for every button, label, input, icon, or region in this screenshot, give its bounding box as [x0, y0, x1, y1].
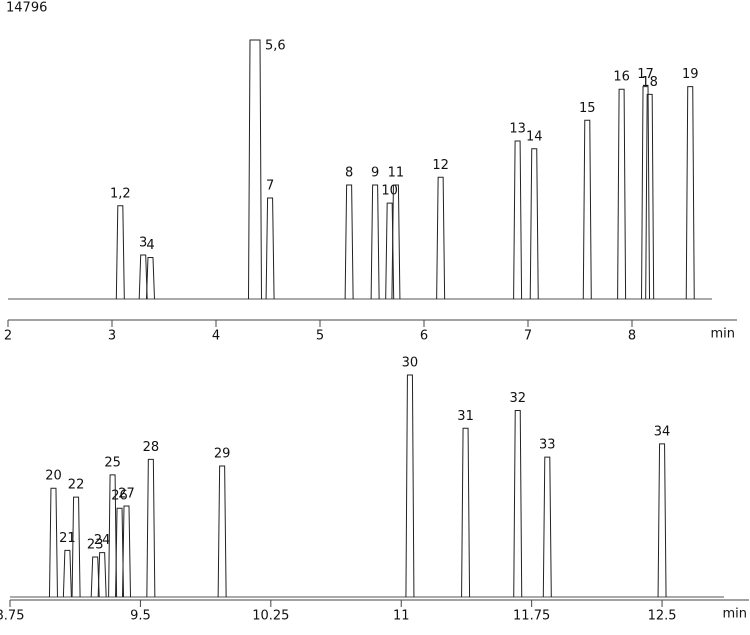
peak: [436, 176, 446, 300]
peak-label: 16: [613, 70, 630, 85]
peak: [370, 184, 380, 300]
peak-label: 27: [118, 486, 135, 501]
peak: [391, 184, 401, 300]
sample-id: 14796: [6, 1, 47, 16]
peak-label: 15: [579, 101, 596, 116]
peak-label: 12: [432, 158, 449, 173]
peak: [265, 197, 275, 300]
x-tick-label: 8: [628, 329, 636, 344]
peak: [461, 427, 471, 598]
peak: [217, 465, 227, 598]
peak-label: 14: [526, 129, 543, 144]
peak: [513, 140, 523, 300]
peak: [657, 443, 667, 598]
peak: [513, 410, 523, 598]
peak: [645, 93, 655, 300]
peak-label: 19: [682, 67, 699, 82]
peak-label: 5,6: [265, 39, 286, 54]
x-tick-label: 3: [108, 329, 116, 344]
x-tick-label: 11.75: [513, 609, 550, 624]
peak-label: 11: [388, 166, 405, 181]
x-tick-label: 7: [524, 329, 532, 344]
peak-label: 21: [59, 531, 76, 546]
peak: [48, 487, 58, 598]
peak-label: 8: [345, 166, 353, 181]
peak: [122, 505, 132, 598]
x-tick-label: 4: [212, 329, 220, 344]
peak-label: 20: [45, 469, 62, 484]
peak: [685, 86, 695, 300]
peak-label: 24: [94, 533, 111, 548]
peak-label: 1,2: [110, 186, 131, 201]
peak-label: 3: [139, 235, 147, 250]
peak-label: 33: [539, 438, 556, 453]
peak-label: 9: [371, 166, 379, 181]
peak-label: 13: [509, 122, 526, 137]
x-axis-label: min: [722, 607, 747, 622]
x-tick-label: 2: [4, 329, 12, 344]
peak: [542, 456, 552, 598]
x-axis-label: min: [710, 327, 735, 342]
peak-label: 4: [146, 238, 154, 253]
peak: [344, 184, 354, 300]
peak-label: 29: [214, 447, 231, 462]
peak-label: 7: [266, 178, 274, 193]
x-tick-label: 8.75: [0, 609, 24, 624]
peak-label: 26: [111, 489, 128, 504]
peak: [146, 458, 156, 598]
peak: [248, 39, 262, 300]
peak-label: 28: [143, 440, 160, 455]
peak-label: 10: [381, 184, 398, 199]
peak-label: 30: [402, 356, 419, 371]
peak: [641, 86, 651, 300]
peak-label: 17: [637, 67, 654, 82]
peak: [617, 88, 627, 300]
peak: [115, 205, 125, 300]
peak-label: 25: [104, 455, 121, 470]
peak-label: 34: [654, 424, 671, 439]
peak: [97, 552, 107, 598]
peak: [71, 496, 81, 598]
peak: [145, 257, 155, 300]
peak: [108, 474, 118, 598]
x-tick-label: 10.25: [252, 609, 289, 624]
peak: [405, 374, 415, 598]
peak: [582, 119, 592, 300]
x-tick-label: 12.5: [648, 609, 677, 624]
x-tick-label: 5: [316, 329, 324, 344]
peak: [138, 254, 148, 300]
peak-label: 18: [641, 75, 658, 90]
peak: [62, 549, 72, 598]
peak-label: 32: [509, 391, 526, 406]
peak: [529, 148, 539, 300]
peak-label: 22: [68, 478, 85, 493]
peak-label: 31: [457, 409, 474, 424]
x-tick-label: 11: [393, 609, 410, 624]
peak-label: 23: [87, 538, 104, 553]
x-tick-label: 6: [420, 329, 428, 344]
x-tick-label: 9.5: [130, 609, 151, 624]
